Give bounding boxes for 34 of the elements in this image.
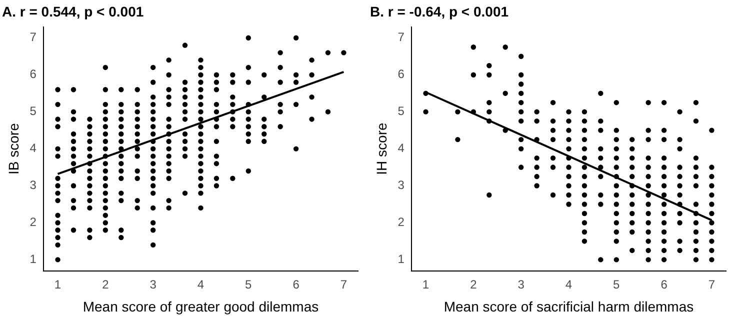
y-tick-label: 2 (30, 215, 37, 230)
y-tick-label: 7 (30, 30, 37, 44)
x-tick-label: 6 (292, 277, 300, 292)
x-tick-label: 7 (708, 277, 716, 292)
x-tick-label: 2 (102, 277, 110, 292)
x-tick-label: 6 (660, 277, 668, 292)
y-tick-label: 5 (30, 104, 37, 118)
y-tick-label: 1 (398, 252, 405, 266)
y-tick-label: 3 (398, 178, 405, 192)
x-tick-label: 5 (245, 277, 252, 292)
x-tick-label: 3 (150, 277, 157, 292)
x-tick-label: 3 (518, 277, 525, 292)
x-tick-label: 1 (422, 277, 430, 292)
y-axis-title: IB score (5, 122, 22, 174)
y-tick-label: 4 (398, 141, 405, 156)
y-axis-title: IH score (373, 122, 390, 175)
x-tick-label: 5 (613, 277, 620, 292)
chart-title: B. r = -0.64, p < 0.001 (370, 3, 509, 20)
y-tick-label: 6 (30, 67, 37, 82)
y-tick-label: 1 (30, 252, 37, 266)
x-tick-label: 4 (565, 277, 572, 292)
x-tick-label: 1 (54, 277, 62, 292)
y-tick-label: 6 (398, 67, 405, 82)
x-axis-title: Mean score of sacrificial harm dilemmas (444, 298, 694, 314)
y-tick-label: 2 (398, 215, 405, 230)
y-tick-label: 4 (30, 141, 37, 156)
x-axis-title: Mean score of greater good dilemmas (82, 298, 319, 314)
chart-title: A. r = 0.544, p < 0.001 (2, 3, 144, 20)
x-tick-label: 7 (340, 277, 348, 292)
y-tick-label: 5 (398, 104, 405, 118)
x-tick-label: 2 (470, 277, 478, 292)
x-tick-label: 4 (197, 277, 204, 292)
y-tick-label: 3 (30, 178, 37, 192)
y-tick-label: 7 (398, 30, 405, 44)
